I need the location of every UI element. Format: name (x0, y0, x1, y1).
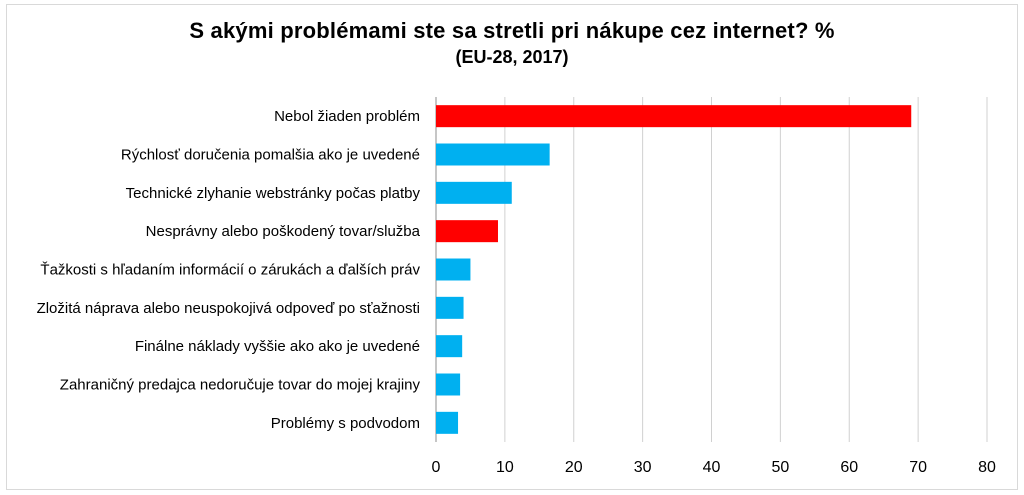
category-label: Technické zlyhanie webstránky počas plat… (126, 185, 421, 202)
bar (436, 258, 471, 281)
category-label: Zložitá náprava alebo neuspokojivá odpov… (37, 300, 420, 317)
x-tick-label: 10 (496, 459, 514, 476)
category-label: Nebol žiaden problém (274, 108, 420, 125)
x-tick-label: 50 (771, 459, 789, 476)
category-label: Ťažkosti s hľadaním informácií o zárukác… (40, 262, 420, 279)
category-label: Zahraničný predajca nedoručuje tovar do … (60, 377, 421, 394)
category-label: Nesprávny alebo poškodený tovar/služba (146, 223, 421, 240)
x-tick-label: 70 (909, 459, 927, 476)
x-tick-label: 20 (565, 459, 583, 476)
bar (436, 181, 512, 204)
category-label: Finálne náklady vyššie ako ako je uveden… (135, 338, 420, 355)
category-labels: Nebol žiaden problém Rýchlosť doručenia p… (37, 108, 421, 432)
x-axis-tick-labels: 0 10 20 30 40 50 60 70 80 (432, 459, 996, 476)
x-tick-label: 60 (840, 459, 858, 476)
x-tick-label: 30 (634, 459, 652, 476)
category-label: Rýchlosť doručenia pomalšia ako je uvede… (121, 147, 420, 164)
x-tick-label: 40 (703, 459, 721, 476)
bar (436, 220, 498, 243)
bar (436, 105, 912, 128)
bars (436, 105, 912, 434)
bar (436, 143, 550, 166)
x-tick-label: 0 (432, 459, 441, 476)
bar (436, 335, 463, 358)
chart-title: S akými problémami ste sa stretli pri ná… (189, 18, 835, 43)
bar (436, 296, 464, 319)
x-tick-label: 80 (978, 459, 996, 476)
category-label: Problémy s podvodom (271, 415, 420, 432)
bar (436, 373, 461, 396)
bar (436, 411, 459, 434)
chart-subtitle: (EU-28, 2017) (455, 47, 569, 67)
